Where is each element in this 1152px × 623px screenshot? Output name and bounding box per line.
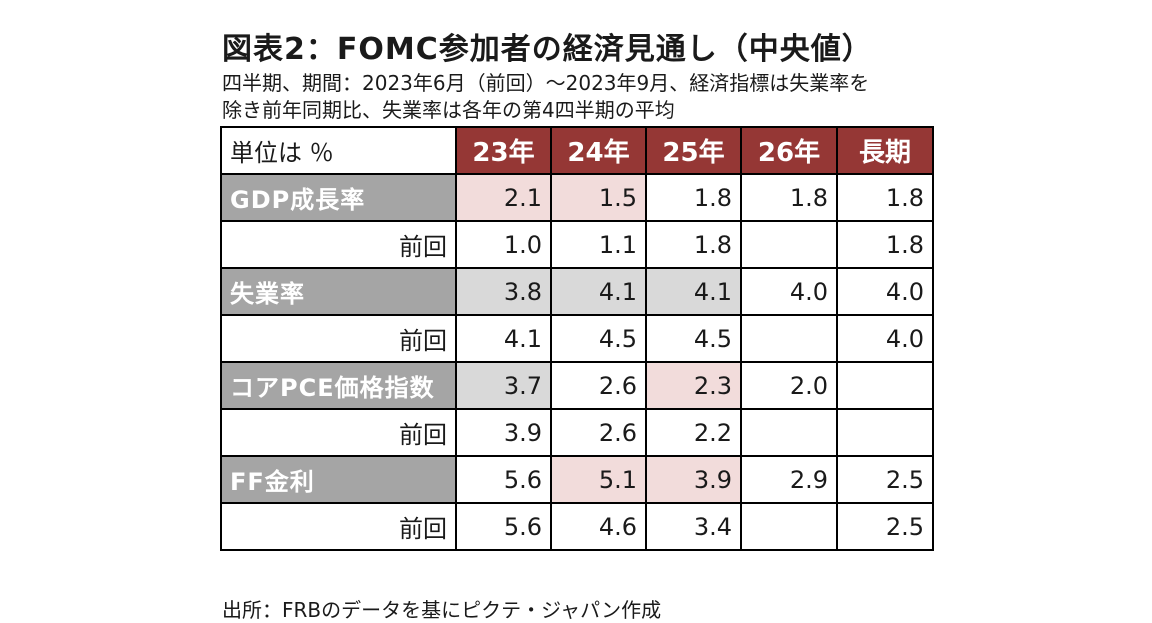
row-label-previous: 前回: [220, 314, 457, 363]
table-cell: 2.1: [455, 173, 552, 222]
table-cell: 4.5: [645, 314, 742, 363]
table-cell: 4.1: [550, 267, 647, 316]
table-cell: [740, 408, 838, 457]
table-cell: 1.0: [455, 220, 552, 269]
figure-title: 図表2：FOMC参加者の経済見通し（中央値）: [222, 32, 873, 67]
row-label-previous: 前回: [220, 220, 457, 269]
subtitle-line-1: 四半期、期間：2023年6月（前回）～2023年9月、経済指標は失業率を: [222, 71, 870, 95]
table-cell: [740, 314, 838, 363]
table-row: FF金利 5.6 5.1 3.9 2.9 2.5: [220, 455, 934, 504]
row-label: コアPCE価格指数: [220, 361, 457, 410]
unit-label: 単位は ％: [220, 126, 457, 175]
table-cell: 5.6: [455, 455, 552, 504]
table-cell: 2.6: [550, 408, 647, 457]
column-header: 24年: [550, 126, 647, 175]
table-cell: 4.0: [836, 314, 934, 363]
column-header: 長期: [836, 126, 934, 175]
table-cell: 2.6: [550, 361, 647, 410]
table-cell: 4.0: [740, 267, 838, 316]
table-cell: 2.5: [836, 502, 934, 551]
table-cell: 3.9: [645, 455, 742, 504]
column-header: 25年: [645, 126, 742, 175]
table-cell: 1.8: [836, 173, 934, 222]
table-cell: 5.1: [550, 455, 647, 504]
table-cell: 4.1: [455, 314, 552, 363]
table-cell: 1.8: [645, 220, 742, 269]
figure-subtitle: 四半期、期間：2023年6月（前回）～2023年9月、経済指標は失業率を 除き前…: [222, 70, 869, 124]
row-label: FF金利: [220, 455, 457, 504]
table-cell: 1.1: [550, 220, 647, 269]
table-cell: [740, 502, 838, 551]
table-cell: 2.2: [645, 408, 742, 457]
row-label-previous: 前回: [220, 408, 457, 457]
table-row: 前回 5.6 4.6 3.4 2.5: [220, 502, 934, 551]
table-cell: 1.8: [836, 220, 934, 269]
table-cell: 3.8: [455, 267, 552, 316]
table-cell: [836, 361, 934, 410]
row-label-previous: 前回: [220, 502, 457, 551]
fomc-projection-table: 単位は ％ 23年 24年 25年 26年 長期 GDP成長率 2.1 1.5 1.8…: [220, 126, 934, 551]
table-cell: 1.5: [550, 173, 647, 222]
table-cell: [836, 408, 934, 457]
table-row: 失業率 3.8 4.1 4.1 4.0 4.0: [220, 267, 934, 316]
table-cell: 1.8: [645, 173, 742, 222]
table-row: コアPCE価格指数 3.7 2.6 2.3 2.0: [220, 361, 934, 410]
column-header: 23年: [455, 126, 552, 175]
table-cell: 3.9: [455, 408, 552, 457]
column-header: 26年: [740, 126, 838, 175]
table-cell: [740, 220, 838, 269]
table-cell: 4.5: [550, 314, 647, 363]
table-cell: 2.0: [740, 361, 838, 410]
table-header-row: 単位は ％ 23年 24年 25年 26年 長期: [220, 126, 934, 175]
table-row: 前回 4.1 4.5 4.5 4.0: [220, 314, 934, 363]
table-cell: 2.5: [836, 455, 934, 504]
row-label: GDP成長率: [220, 173, 457, 222]
subtitle-line-2: 除き前年同期比、失業率は各年の第4四半期の平均: [222, 98, 675, 122]
table-cell: 4.1: [645, 267, 742, 316]
table-cell: 3.7: [455, 361, 552, 410]
table-row: 前回 3.9 2.6 2.2: [220, 408, 934, 457]
table-cell: 2.3: [645, 361, 742, 410]
table-cell: 4.0: [836, 267, 934, 316]
table-cell: 1.8: [740, 173, 838, 222]
table-cell: 5.6: [455, 502, 552, 551]
table-cell: 4.6: [550, 502, 647, 551]
table-row: GDP成長率 2.1 1.5 1.8 1.8 1.8: [220, 173, 934, 222]
table-cell: 2.9: [740, 455, 838, 504]
table-row: 前回 1.0 1.1 1.8 1.8: [220, 220, 934, 269]
table-cell: 3.4: [645, 502, 742, 551]
row-label: 失業率: [220, 267, 457, 316]
source-note: 出所：FRBのデータを基にピクテ・ジャパン作成: [222, 598, 662, 622]
